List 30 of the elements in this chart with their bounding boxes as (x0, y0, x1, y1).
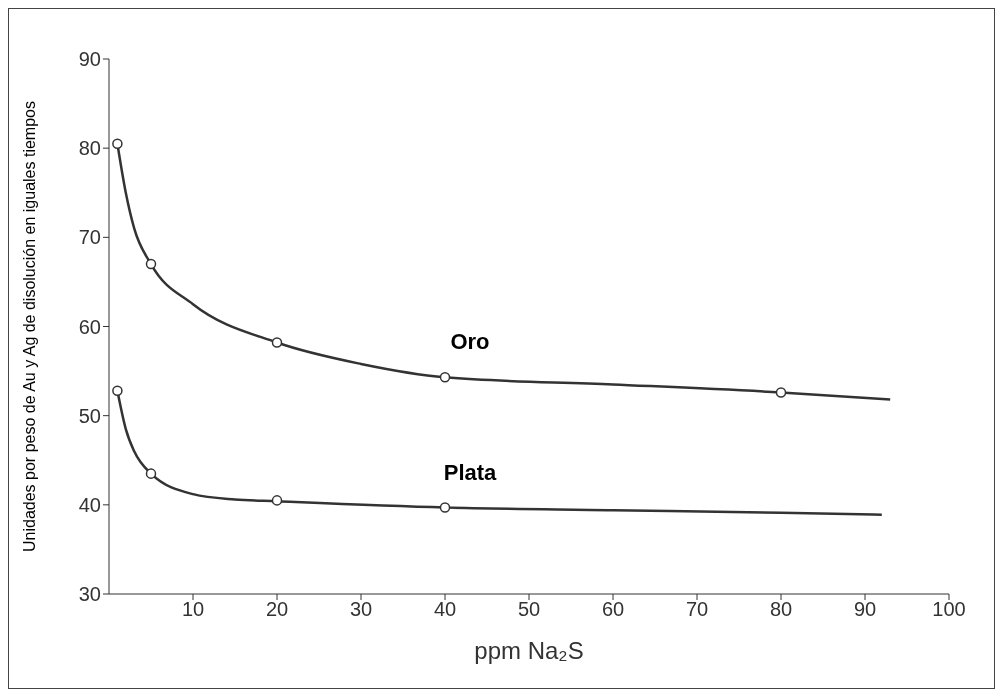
point (145, 258, 157, 270)
point (112, 138, 123, 149)
y-tick-label: 40 (78, 493, 101, 516)
y-tick-label: 90 (78, 48, 101, 71)
point (112, 385, 123, 396)
series-label: Oro (450, 329, 490, 355)
y-tick-label: 60 (78, 315, 101, 338)
x-tick-label: 90 (853, 598, 877, 621)
x-tick-label: 60 (601, 598, 625, 621)
point (439, 372, 451, 383)
point (271, 337, 283, 348)
point (271, 495, 283, 506)
x-tick-label: 10 (181, 598, 205, 621)
y-tick-label: 80 (78, 137, 101, 160)
series-label: Plata (443, 459, 498, 485)
point (775, 387, 787, 398)
point (145, 468, 157, 479)
x-axis-title: ppm Na₂S (474, 637, 584, 664)
y-tick-label: 70 (78, 226, 101, 249)
y-axis-title: Unidades por peso de Au y Ag de disolución en iguales tiempos (20, 101, 38, 552)
x-tick-label: 80 (769, 598, 793, 621)
point (439, 502, 451, 513)
x-tick-label: 20 (265, 598, 289, 621)
x-tick-label: 70 (685, 598, 709, 621)
x-tick-label: 40 (433, 598, 457, 621)
x-tick-label: 30 (349, 598, 373, 621)
x-tick-label: 100 (932, 598, 966, 621)
x-tick-label: 50 (517, 598, 541, 621)
y-tick-label: 50 (78, 404, 101, 427)
y-tick-label: 30 (78, 583, 101, 606)
